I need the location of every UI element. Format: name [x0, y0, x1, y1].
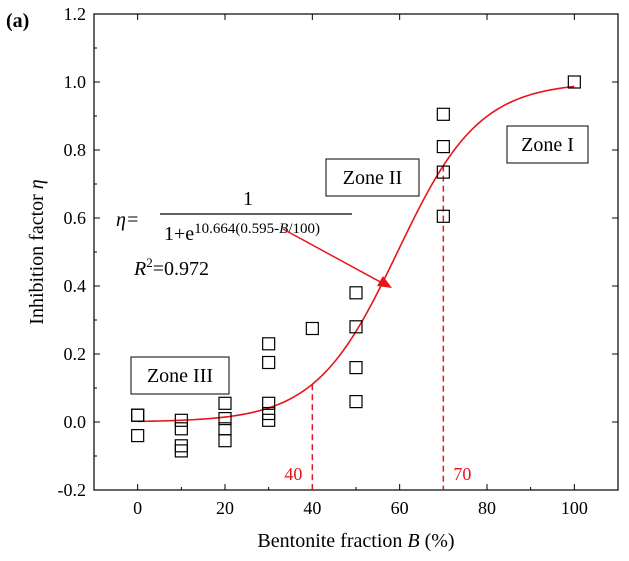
zone-2-label: Zone II	[343, 167, 402, 189]
zone-3-label: Zone III	[147, 365, 213, 387]
x-tick-label: 40	[303, 498, 321, 518]
y-tick-label: 0.4	[64, 276, 87, 296]
data-point	[305, 321, 319, 336]
zone-1-box	[506, 125, 589, 164]
data-point	[174, 439, 188, 453]
y-tick-label: 0.2	[64, 344, 87, 364]
plot-frame	[93, 13, 619, 491]
data-point	[262, 396, 276, 410]
data-point	[349, 286, 363, 300]
y-axis-title: Inhibition factor η	[26, 179, 48, 325]
data-point	[262, 337, 276, 351]
data-point	[436, 140, 450, 154]
data-point	[262, 413, 276, 427]
data-point	[218, 396, 232, 410]
y-tick-label: 0.0	[64, 412, 87, 432]
y-tick-label: 1.2	[64, 4, 87, 24]
x-axis-title: Bentonite fraction B (%)	[257, 530, 454, 552]
data-point	[567, 75, 581, 89]
x-tick-label: 0	[133, 498, 142, 518]
data-point	[262, 406, 276, 421]
data-point	[218, 412, 232, 426]
data-point	[131, 408, 145, 422]
reference-line-label: 40	[284, 464, 302, 484]
equation-numerator: 1	[243, 188, 253, 210]
zone-2-box	[325, 158, 420, 197]
data-point	[436, 209, 450, 223]
data-point	[349, 395, 363, 409]
data-point	[174, 422, 188, 436]
data-point	[131, 408, 145, 422]
panel-label: (a)	[6, 10, 29, 32]
data-point	[174, 413, 188, 427]
zone-1-label: Zone I	[521, 134, 574, 156]
data-point	[174, 444, 188, 458]
data-point	[349, 361, 363, 375]
y-tick-label: 0.6	[64, 208, 87, 228]
data-points	[131, 75, 581, 458]
equation-denominator: 1+e10.664(0.595-B/100)	[164, 221, 320, 245]
data-point	[349, 320, 363, 334]
data-point	[218, 434, 232, 448]
data-point	[436, 165, 450, 179]
zone-3-box	[130, 356, 230, 395]
data-point	[131, 429, 145, 443]
data-point	[262, 355, 276, 370]
y-tick-label: 0.8	[64, 140, 87, 160]
annotation-arrow	[282, 228, 385, 285]
x-tick-label: 60	[391, 498, 409, 518]
y-tick-label: 1.0	[64, 72, 87, 92]
x-tick-label: 20	[216, 498, 234, 518]
x-tick-label: 80	[478, 498, 496, 518]
r-squared-label: R2=0.972	[133, 255, 209, 280]
equation-lhs: η=	[116, 209, 139, 231]
annotation-arrowhead	[377, 276, 392, 288]
x-tick-label: 100	[561, 498, 588, 518]
fit-curve	[137, 85, 575, 423]
data-point	[436, 107, 450, 121]
reference-lines: 40 70	[284, 165, 471, 490]
y-tick-label: -0.2	[58, 480, 87, 500]
reference-line-label: 70	[453, 464, 471, 484]
axis-ticks: 0 20 40 60 80 100 -0.2 0.0 0.2 0.4 0.6 0.8 1.0 1.2	[58, 4, 618, 518]
